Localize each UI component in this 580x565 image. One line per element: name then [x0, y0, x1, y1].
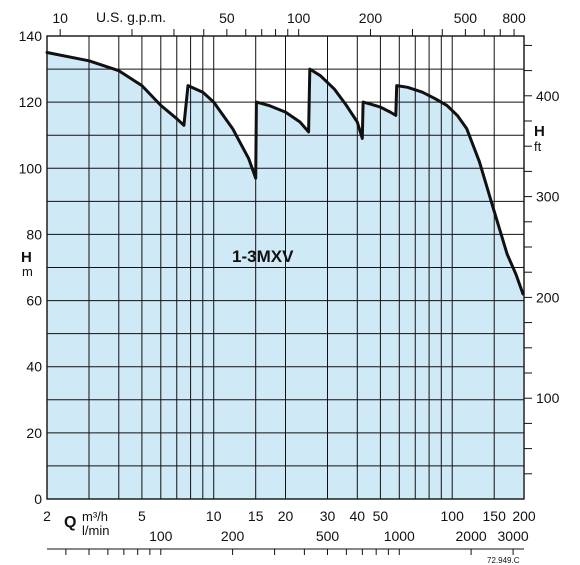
left-tick-label: 40	[26, 359, 42, 375]
top-axis-unit: U.S. g.p.m.	[96, 9, 166, 25]
left-tick-label: 100	[19, 160, 43, 176]
bottom-axis-unit-m3h: m³/h	[82, 509, 108, 524]
left-tick-label: 20	[26, 425, 42, 441]
series-label: 1-3MXV	[232, 247, 294, 266]
top-tick-label: 10	[52, 10, 68, 26]
right-tick-label: 100	[536, 390, 560, 406]
top-tick-label: 100	[287, 10, 311, 26]
left-tick-label: 60	[26, 293, 42, 309]
bottom-axis-unit-lmin: l/min	[82, 523, 109, 538]
top-tick-label: 50	[219, 10, 235, 26]
right-tick-label: 400	[536, 88, 560, 104]
right-axis-label: H	[534, 123, 545, 140]
right-tick-label: 300	[536, 189, 560, 205]
left-tick-label: 80	[26, 226, 42, 242]
bottom-tick-label-lmin: 2000	[456, 528, 487, 544]
bottom-tick-label-lmin: 3000	[498, 528, 529, 544]
bottom-tick-label-lmin: 200	[221, 528, 245, 544]
left-tick-label: 120	[19, 94, 43, 110]
grid-lines	[47, 36, 524, 499]
bottom-tick-label-m3h: 200	[512, 508, 536, 524]
top-tick-label: 200	[359, 10, 383, 26]
top-tick-label: 800	[502, 10, 526, 26]
chart-code: 72.949.C	[487, 556, 520, 565]
bottom-tick-label-m3h: 15	[248, 508, 264, 524]
pump-curve-line	[45, 51, 525, 296]
left-tick-label: 140	[19, 28, 43, 44]
bottom-axis-label: Q	[64, 514, 76, 531]
bottom-tick-label-lmin: 100	[149, 528, 173, 544]
bottom-tick-label-m3h: 30	[320, 508, 336, 524]
bottom-tick-label-m3h: 50	[373, 508, 389, 524]
bottom-tick-label-lmin: 1000	[384, 528, 415, 544]
right-tick-label: 200	[536, 289, 560, 305]
bottom-tick-label-m3h: 100	[441, 508, 465, 524]
axis-labels: 0 20 40 60 80 100 120 140 100 200 300 400 10 50 100 200…	[19, 10, 560, 544]
plot-area	[45, 35, 525, 500]
bottom-tick-label-m3h: 20	[278, 508, 294, 524]
bottom-tick-label-m3h: 40	[350, 508, 366, 524]
left-tick-label: 0	[34, 491, 42, 507]
top-tick-label: 500	[454, 10, 478, 26]
bottom-tick-label-m3h: 150	[483, 508, 507, 524]
plot-frame	[46, 35, 525, 500]
axis-ticks	[47, 29, 532, 555]
right-axis-unit: ft	[534, 139, 542, 154]
bottom-tick-label-m3h: 5	[138, 508, 146, 524]
bottom-tick-label-m3h: 2	[43, 508, 51, 524]
bottom-tick-label-m3h: 10	[206, 508, 222, 524]
left-axis-unit: m	[22, 264, 33, 279]
left-axis-label: H	[21, 249, 32, 266]
bottom-tick-label-lmin: 500	[316, 528, 340, 544]
